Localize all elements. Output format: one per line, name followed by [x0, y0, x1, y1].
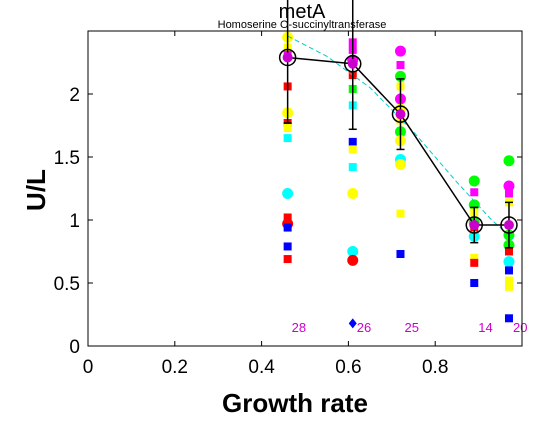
y-tick-label: 0.5	[54, 274, 80, 295]
sample-count-layer: 28 26 25 14 20	[292, 320, 528, 335]
y-tick-label: 2	[69, 85, 80, 106]
data-point	[348, 145, 357, 154]
mean-marker-fill	[503, 220, 514, 231]
data-point	[348, 163, 357, 172]
y-tick-label: 1	[69, 211, 80, 232]
mean-marker	[500, 216, 518, 234]
data-point	[396, 61, 405, 70]
x-tick-label: 0.4	[248, 357, 275, 378]
mean-marker	[391, 105, 410, 123]
data-point	[394, 45, 406, 57]
x-axis-label: Growth rate	[222, 388, 368, 418]
data-point	[396, 250, 405, 259]
data-points-layer	[282, 31, 515, 329]
data-point	[283, 124, 292, 133]
plot-frame	[87, 30, 523, 347]
data-point	[504, 282, 513, 291]
chart-subtitle: Homoserine O-succinyltransferase	[218, 19, 387, 31]
data-point	[283, 134, 292, 143]
data-point	[396, 209, 405, 218]
data-point	[470, 279, 479, 287]
fit-line	[287, 35, 514, 240]
data-point	[503, 155, 515, 167]
axis-ticks-layer: 0 0.2 0.4 0.6 0.8 0 0.5 1 1.5 2	[54, 31, 522, 378]
data-point	[504, 314, 513, 323]
data-point	[504, 276, 513, 285]
data-point	[347, 188, 359, 200]
data-point	[503, 180, 515, 192]
data-point	[283, 255, 292, 264]
mean-marker	[343, 55, 362, 73]
data-point	[348, 318, 357, 329]
data-point	[283, 213, 292, 222]
data-point	[470, 258, 479, 267]
data-point	[348, 137, 357, 146]
mean-marker-fill	[347, 58, 358, 69]
data-point	[470, 188, 479, 197]
mean-marker	[278, 48, 297, 67]
data-point	[504, 189, 513, 198]
mean-marker-fill	[395, 109, 406, 120]
sample-count-label: 28	[292, 320, 306, 335]
sample-count-label: 14	[478, 320, 492, 335]
x-tick-label: 0	[83, 357, 94, 378]
x-tick-label: 0.2	[162, 357, 188, 378]
mean-marker-fill	[282, 52, 293, 63]
fit-line-layer	[287, 35, 514, 240]
y-tick-label: 1.5	[54, 148, 80, 169]
sample-count-label: 25	[404, 320, 418, 335]
y-axis-label: U/L	[21, 169, 51, 211]
data-point	[282, 188, 294, 200]
sample-count-label: 26	[357, 320, 371, 335]
data-point	[504, 247, 513, 256]
data-point	[283, 223, 292, 232]
data-point	[504, 266, 513, 275]
x-tick-label: 0.6	[335, 357, 361, 378]
data-point	[347, 254, 359, 266]
chart-title: metA	[279, 1, 326, 23]
data-point	[283, 242, 292, 251]
y-tick-label: 0	[69, 337, 80, 358]
data-point	[503, 256, 515, 268]
sample-count-label: 20	[513, 320, 527, 335]
data-point	[347, 246, 359, 257]
data-point	[394, 159, 406, 171]
x-tick-label: 0.8	[422, 357, 448, 378]
mean-marker-fill	[469, 220, 480, 231]
data-point	[470, 253, 479, 262]
mean-marker	[465, 216, 484, 234]
data-point	[468, 175, 480, 187]
mean-series-layer	[278, 0, 518, 249]
